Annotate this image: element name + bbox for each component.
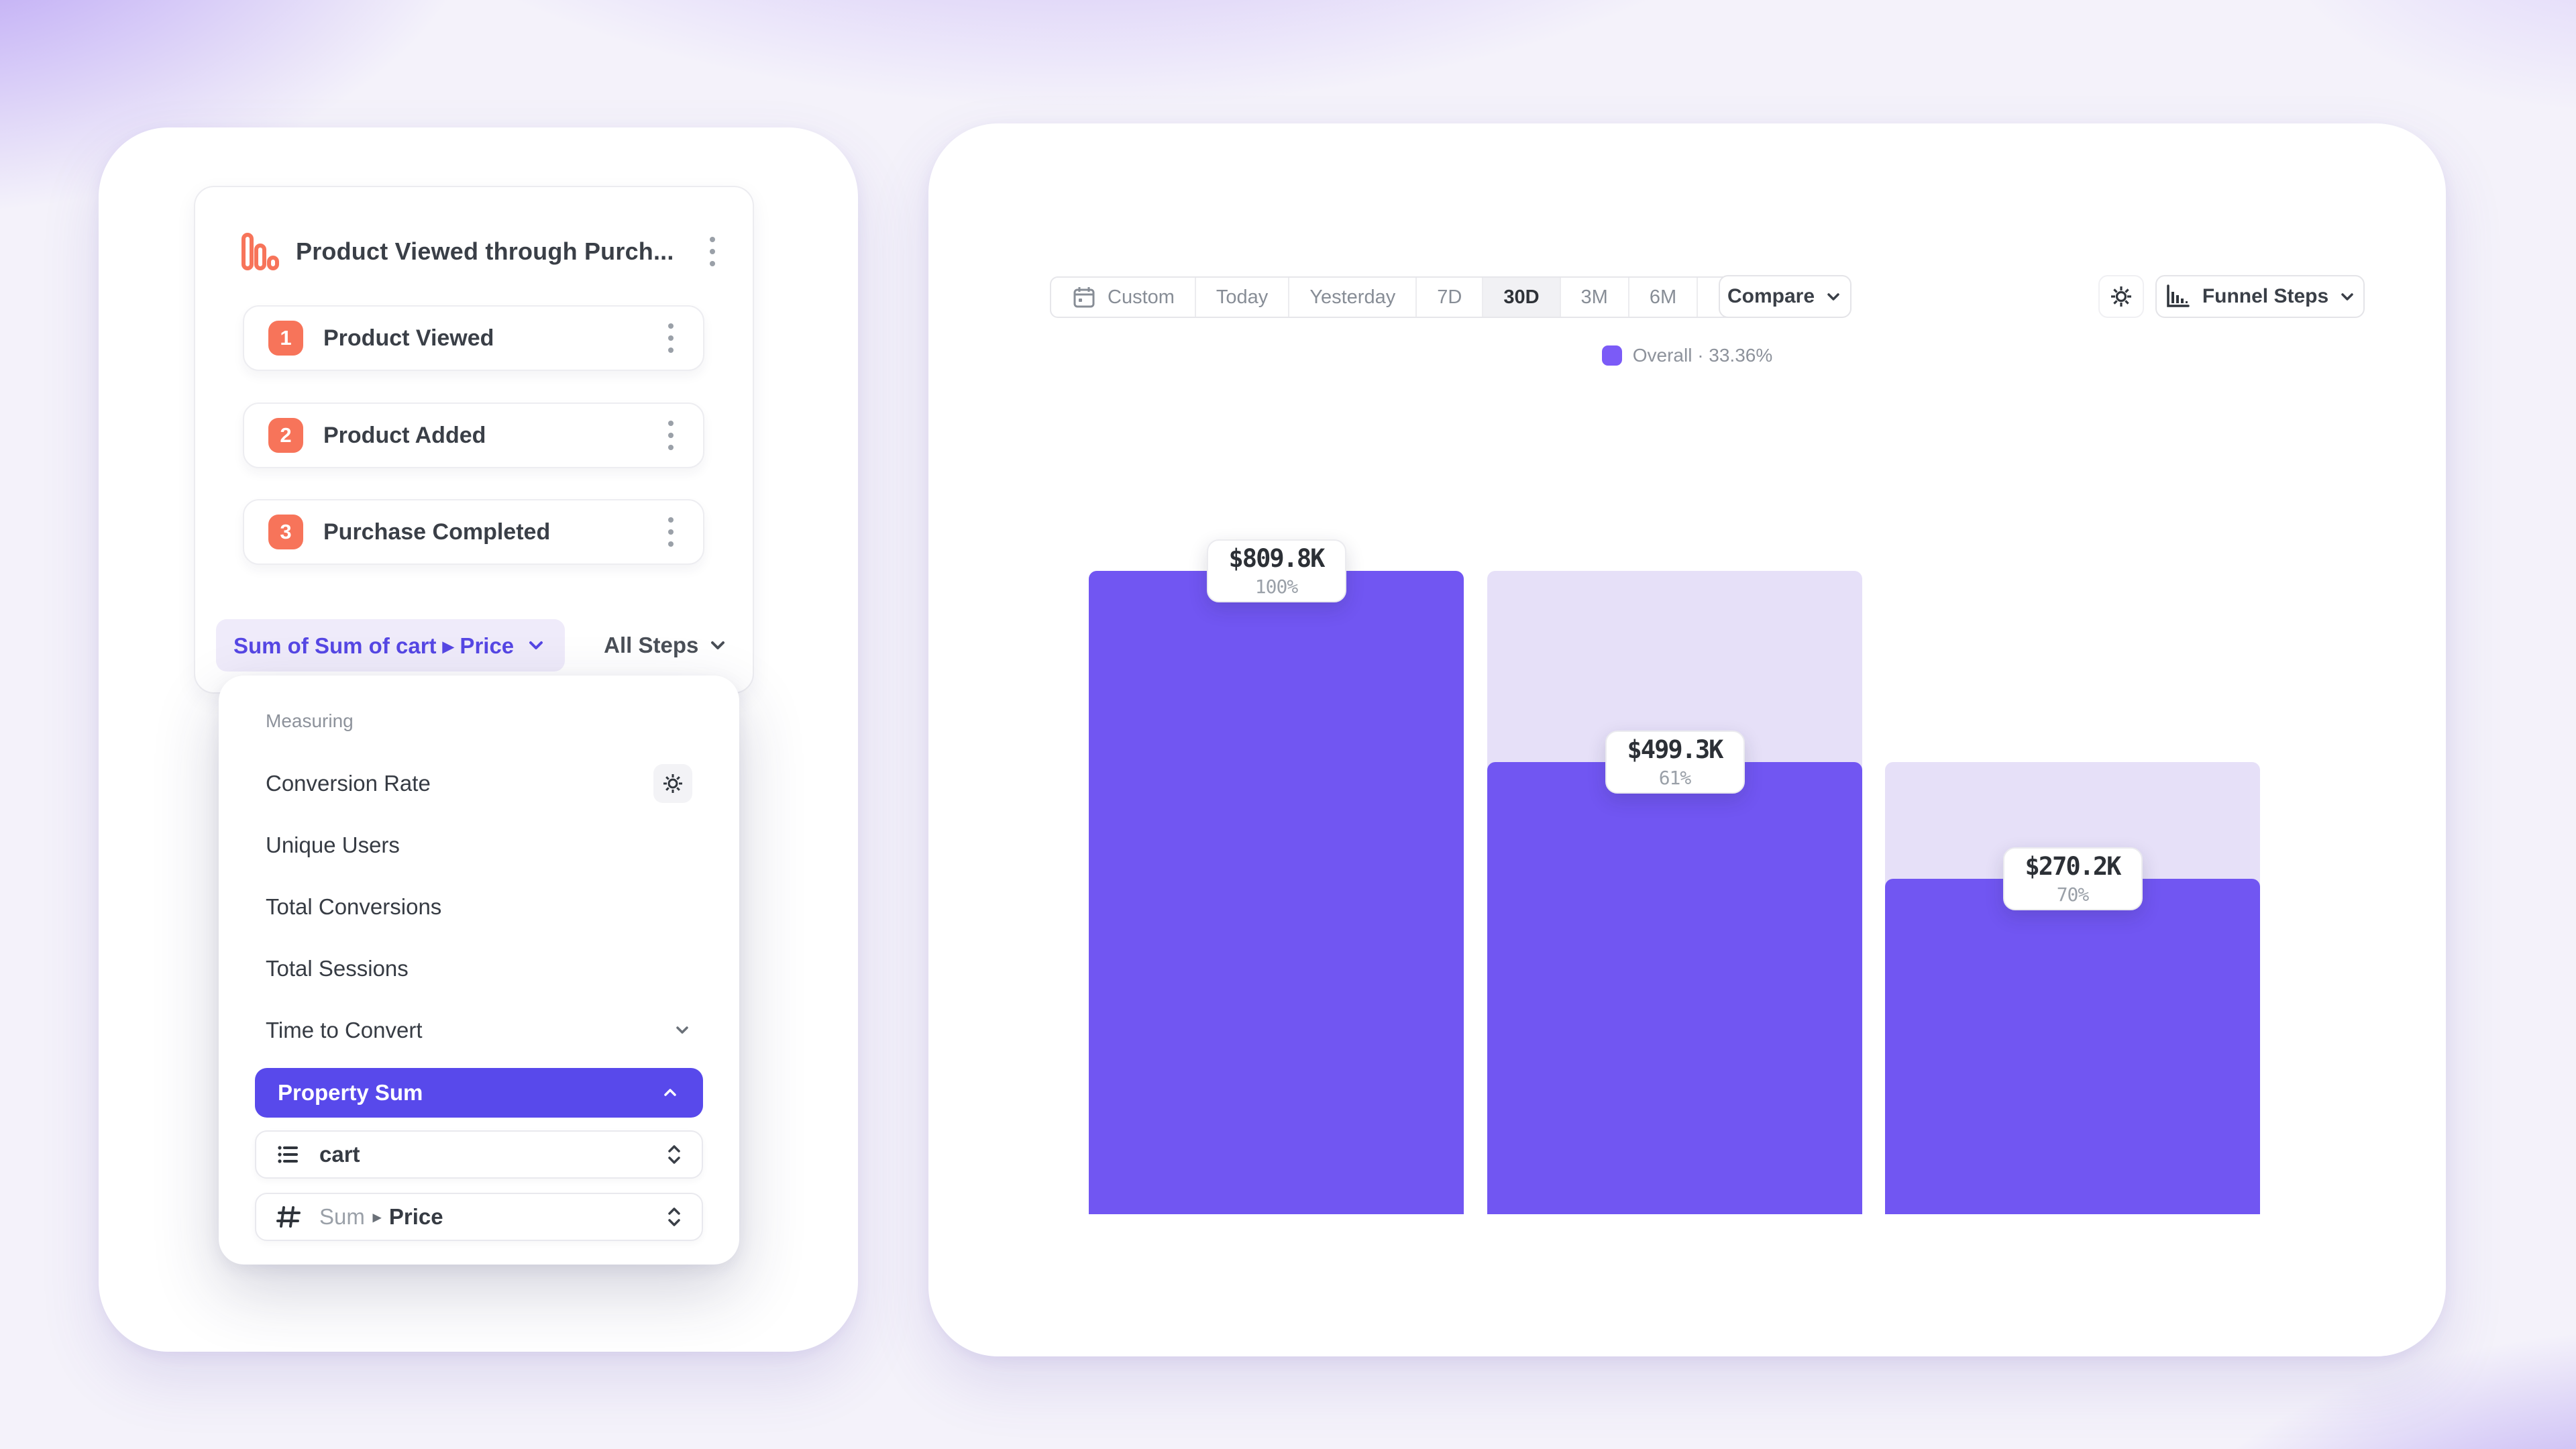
bar-fill <box>1487 762 1862 1214</box>
measuring-dropdown: Measuring Conversion Rate Unique Users T… <box>219 676 739 1265</box>
range-6m[interactable]: 6M <box>1629 278 1699 317</box>
chart-type-selector[interactable]: Funnel Steps <box>2155 275 2365 318</box>
date-range-control: Custom Today Yesterday 7D 30D 3M 6M 12M <box>1050 276 1778 318</box>
menu-item-unique-users[interactable]: Unique Users <box>266 833 400 857</box>
compare-button[interactable]: Compare <box>1719 275 1851 318</box>
funnel-bar-step-2[interactable]: $499.3K 61% <box>1487 571 1862 1214</box>
menu-item-total-sessions[interactable]: Total Sessions <box>266 956 409 981</box>
menu-item-property-sum-selected[interactable]: Property Sum <box>255 1068 703 1118</box>
chevron-down-icon <box>529 641 543 649</box>
value-tooltip: $809.8K 100% <box>1206 539 1346 602</box>
range-custom[interactable]: Custom <box>1051 278 1196 317</box>
step-row-3[interactable]: 3 Purchase Completed <box>243 499 704 565</box>
stepper-icon <box>668 1208 680 1226</box>
step-kebab-icon[interactable] <box>657 319 684 357</box>
aggregation-prefix: Sum <box>319 1204 365 1229</box>
measuring-section-label: Measuring <box>266 710 354 731</box>
legend-swatch <box>1601 345 1622 366</box>
funnel-steps-icon <box>2167 284 2190 307</box>
aggregation-select[interactable]: Sum ▸ Price <box>255 1193 703 1241</box>
aggregation-property: Price <box>388 1204 443 1229</box>
step-row-1[interactable]: 1 Product Viewed <box>243 305 704 371</box>
menu-item-total-conversions[interactable]: Total Conversions <box>266 894 442 919</box>
chevron-up-icon <box>664 1089 676 1096</box>
steps-scope-label: All Steps <box>604 633 699 657</box>
step-label: Product Viewed <box>323 325 494 351</box>
menu-item-time-to-convert[interactable]: Time to Convert <box>246 1000 712 1061</box>
bar-fill <box>1885 879 2260 1214</box>
chevron-down-icon <box>676 1026 688 1034</box>
range-3m[interactable]: 3M <box>1561 278 1629 317</box>
value-tooltip: $499.3K 61% <box>1605 731 1745 794</box>
menu-item-conversion-rate[interactable]: Conversion Rate <box>246 753 712 814</box>
legend: Overall · 33.36% <box>928 345 2446 366</box>
range-today[interactable]: Today <box>1196 278 1290 317</box>
range-30d-selected[interactable]: 30D <box>1483 278 1561 317</box>
step-number-badge: 3 <box>268 515 303 549</box>
range-yesterday[interactable]: Yesterday <box>1289 278 1417 317</box>
chart-panel: Custom Today Yesterday 7D 30D 3M 6M 12M … <box>928 123 2446 1356</box>
legend-label: Overall · 33.36% <box>1632 345 1773 366</box>
funnel-builder-panel: Product Viewed through Purch... 1 Produc… <box>99 127 858 1352</box>
chevron-down-icon <box>711 641 725 649</box>
funnel-title: Product Viewed through Purch... <box>296 237 674 265</box>
value-tooltip: $270.2K 70% <box>2002 847 2143 910</box>
funnel-card-header: Product Viewed through Purch... <box>238 225 726 278</box>
range-7d[interactable]: 7D <box>1417 278 1484 317</box>
bar-chart-icon <box>238 231 280 272</box>
step-label: Purchase Completed <box>323 519 551 545</box>
funnel-card: Product Viewed through Purch... 1 Produc… <box>194 186 754 694</box>
property-select-value: cart <box>319 1142 360 1167</box>
funnel-bar-step-1[interactable]: $809.8K 100% <box>1089 539 1464 1214</box>
gear-icon <box>2111 286 2131 307</box>
chart-settings-button[interactable] <box>2098 275 2144 318</box>
funnel-menu-kebab-icon[interactable] <box>699 233 726 270</box>
funnel-bar-step-3[interactable]: $270.2K 70% <box>1885 571 2260 1214</box>
chevron-down-icon <box>2341 293 2353 301</box>
hash-icon <box>276 1206 301 1228</box>
path-separator: ▸ <box>372 1208 381 1226</box>
list-icon <box>278 1146 298 1163</box>
steps-scope-selector[interactable]: All Steps <box>604 633 729 658</box>
step-kebab-icon[interactable] <box>657 513 684 551</box>
property-select[interactable]: cart <box>255 1130 703 1179</box>
chevron-down-icon <box>1827 293 1839 301</box>
measurement-selector-label: Sum of Sum of cart ▸ Price <box>233 633 515 658</box>
funnel-card-footer: Sum of Sum of cart ▸ Price All Steps <box>216 619 735 672</box>
stepper-icon <box>668 1145 680 1164</box>
step-number-badge: 1 <box>268 321 303 356</box>
calendar-icon <box>1073 287 1095 308</box>
gear-icon[interactable] <box>653 764 692 803</box>
step-row-2[interactable]: 2 Product Added <box>243 402 704 468</box>
bar-fill <box>1089 571 1464 1214</box>
step-label: Product Added <box>323 422 486 448</box>
step-kebab-icon[interactable] <box>657 417 684 454</box>
measurement-selector[interactable]: Sum of Sum of cart ▸ Price <box>216 619 566 672</box>
step-number-badge: 2 <box>268 418 303 453</box>
